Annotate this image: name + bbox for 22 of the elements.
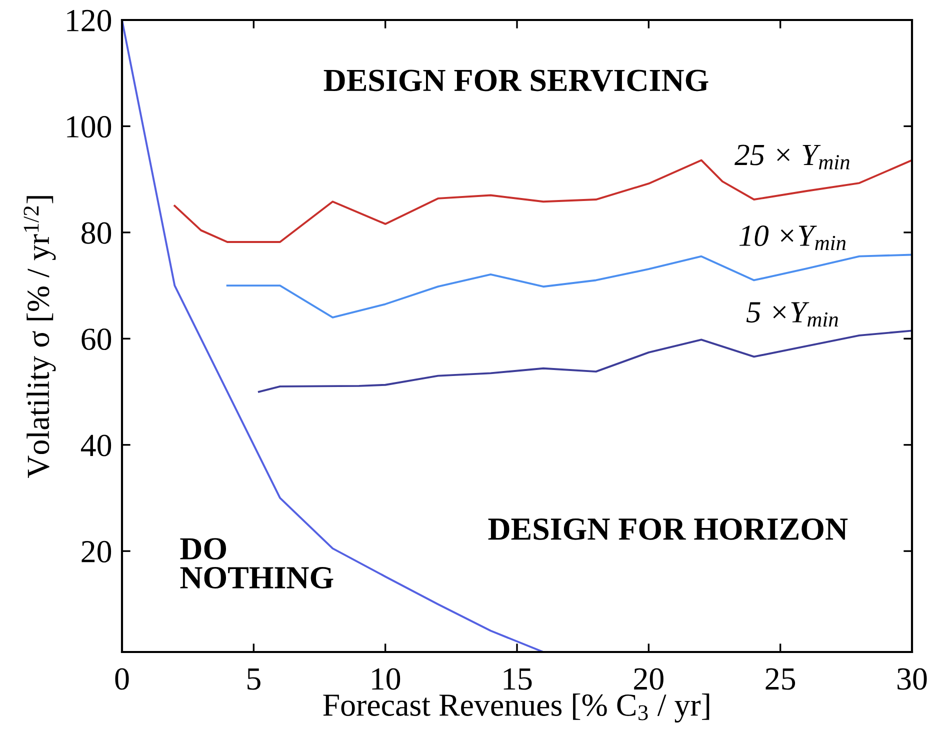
x-tick-label: 25 (766, 668, 796, 690)
series-label: 25 × Υ$_{min}$ (734, 144, 850, 170)
y-tick-label: 20 (82, 540, 112, 562)
x-tick-label: 30 (898, 668, 927, 690)
series-label: 5 ×Υ$_{min}$ (746, 302, 838, 326)
x-tick-label: 20 (634, 668, 664, 690)
line-series (258, 330, 912, 393)
annotation: DESIGN FOR SERVICING (324, 70, 708, 92)
x-tick-label: 15 (504, 668, 532, 690)
y-tick-label: 40 (80, 434, 112, 456)
y-tick-label: 120 (67, 10, 112, 32)
x-tick-label: 10 (372, 668, 400, 690)
y-tick-label: 100 (67, 116, 112, 138)
x-tick-label: 5 (248, 668, 260, 690)
y-tick-label: 80 (82, 222, 112, 244)
series-label: 10 ×Υ$_{min}$ (739, 225, 846, 250)
y-axis-title: Volatility σ [% / yr$^{1/2}$] (24, 196, 56, 478)
x-axis-title: Forecast Revenues [% C$_{3}$ / yr] (323, 693, 710, 723)
annotation: DESIGN FOR HORIZON (488, 518, 848, 540)
x-tick-label: 0 (115, 668, 129, 690)
y-tick-label: 60 (82, 328, 112, 350)
annotation: DO NOTHING (180, 538, 334, 589)
